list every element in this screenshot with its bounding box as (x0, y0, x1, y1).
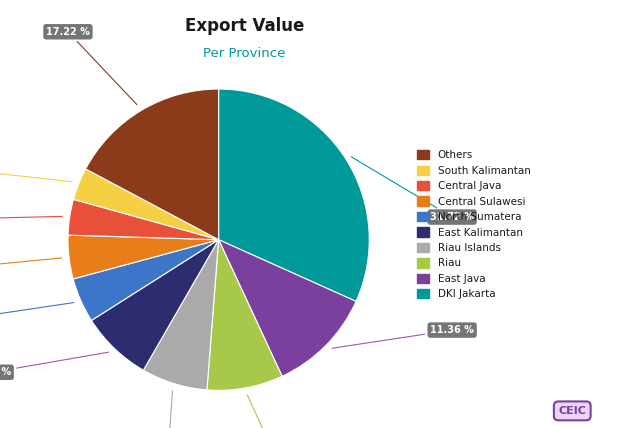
Text: 7.09 %: 7.09 % (147, 391, 185, 428)
Text: 8.16 %: 8.16 % (248, 395, 305, 428)
Text: 17.22 %: 17.22 % (46, 27, 137, 104)
Text: 31.72 %: 31.72 % (351, 157, 474, 222)
Text: CEIC: CEIC (558, 406, 586, 416)
Wedge shape (91, 240, 219, 370)
Wedge shape (73, 169, 219, 240)
Text: 3.83 %: 3.83 % (0, 214, 62, 223)
Legend: Others, South Kalimantan, Central Java, Central Sulawesi, North Sumatera, East K: Others, South Kalimantan, Central Java, … (417, 150, 530, 299)
Wedge shape (219, 89, 369, 301)
Wedge shape (68, 199, 219, 240)
Wedge shape (143, 240, 219, 390)
Wedge shape (68, 235, 219, 279)
Text: Export Value: Export Value (185, 17, 304, 35)
Text: 7.67 %: 7.67 % (0, 352, 109, 377)
Text: Per Province: Per Province (203, 47, 285, 60)
Wedge shape (219, 240, 356, 376)
Text: 11.36 %: 11.36 % (332, 325, 474, 348)
Text: 4.81 %: 4.81 % (0, 303, 74, 323)
Wedge shape (207, 240, 282, 390)
Wedge shape (73, 240, 219, 321)
Wedge shape (86, 89, 219, 240)
Text: 4.68 %: 4.68 % (0, 258, 62, 272)
Text: 3.47 %: 3.47 % (0, 165, 72, 182)
